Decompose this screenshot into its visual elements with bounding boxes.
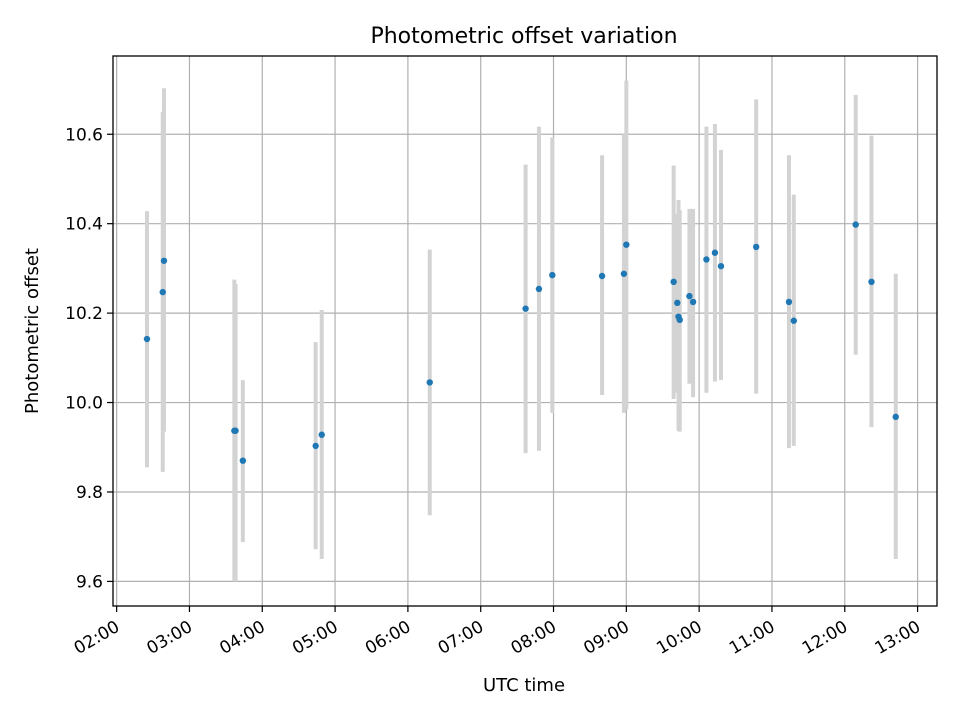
y-tick-label: 9.8 <box>76 483 103 503</box>
data-point <box>711 249 719 256</box>
data-point <box>674 299 681 307</box>
data-point <box>426 379 433 386</box>
data-point <box>703 256 710 263</box>
y-tick-label: 10.4 <box>65 215 103 235</box>
data-point <box>676 316 683 324</box>
data-point <box>752 243 760 251</box>
data-point <box>689 298 697 306</box>
data-point <box>143 335 151 343</box>
data-points <box>143 221 899 464</box>
data-point <box>535 285 543 293</box>
data-point <box>852 221 859 228</box>
chart-title: Photometric offset variation <box>370 24 677 49</box>
y-tick-label: 10.2 <box>65 304 103 324</box>
data-point <box>785 298 793 306</box>
data-point <box>670 278 677 286</box>
y-tick-label: 10.6 <box>65 125 103 145</box>
plot-area-frame <box>112 55 938 607</box>
data-point <box>239 457 247 464</box>
data-point <box>790 317 798 324</box>
data-point <box>159 288 166 296</box>
data-point <box>522 305 529 312</box>
x-axis-title: UTC time <box>483 675 565 696</box>
data-point <box>717 262 725 270</box>
data-point <box>318 431 325 438</box>
data-point <box>686 292 693 300</box>
y-axis-ticks: 9.6 9.8 10.0 10.2 10.4 10.6 <box>65 125 113 592</box>
data-point <box>868 278 875 286</box>
data-point <box>892 413 899 421</box>
data-point <box>620 270 628 277</box>
y-axis-title: Photometric offset <box>22 248 43 414</box>
data-point <box>549 271 556 279</box>
data-point <box>232 427 239 434</box>
y-tick-label: 9.6 <box>76 572 103 592</box>
data-point <box>598 272 606 280</box>
data-point <box>160 257 168 264</box>
data-point <box>312 442 319 450</box>
y-tick-label: 10.0 <box>65 394 103 414</box>
data-point <box>623 241 630 248</box>
